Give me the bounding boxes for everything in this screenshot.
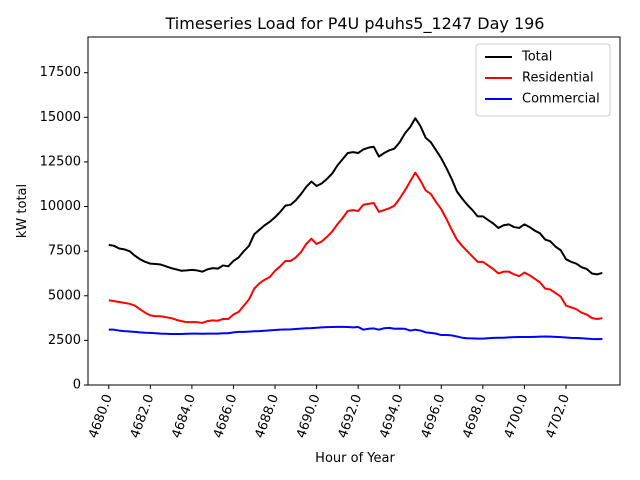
y-tick-label: 12500: [40, 154, 81, 169]
y-tick-label: 15000: [40, 110, 81, 125]
y-tick-label: 0: [73, 378, 81, 393]
legend-label-residential: Residential: [522, 71, 594, 86]
series-line-commercial: [108, 325, 603, 341]
x-axis-title: Hour of Year: [315, 451, 395, 466]
series-line-total: [108, 117, 603, 276]
y-tick-label: 2500: [48, 333, 81, 348]
plot-frame: [87, 36, 621, 386]
y-tick-label: 7500: [48, 244, 81, 259]
chart-title: Timeseries Load for P4U p4uhs5_1247 Day …: [165, 14, 545, 34]
y-tick-label: 17500: [40, 65, 81, 80]
y-axis-title: kW total: [15, 184, 30, 238]
legend-label-commercial: Commercial: [522, 92, 600, 107]
y-tick-label: 5000: [48, 288, 81, 303]
legend: Total Residential Commercial: [475, 43, 611, 117]
plot-area: [108, 117, 603, 341]
y-tick-label: 10000: [40, 199, 81, 214]
legend-label-total: Total: [521, 50, 552, 65]
series-line-residential: [108, 171, 603, 324]
